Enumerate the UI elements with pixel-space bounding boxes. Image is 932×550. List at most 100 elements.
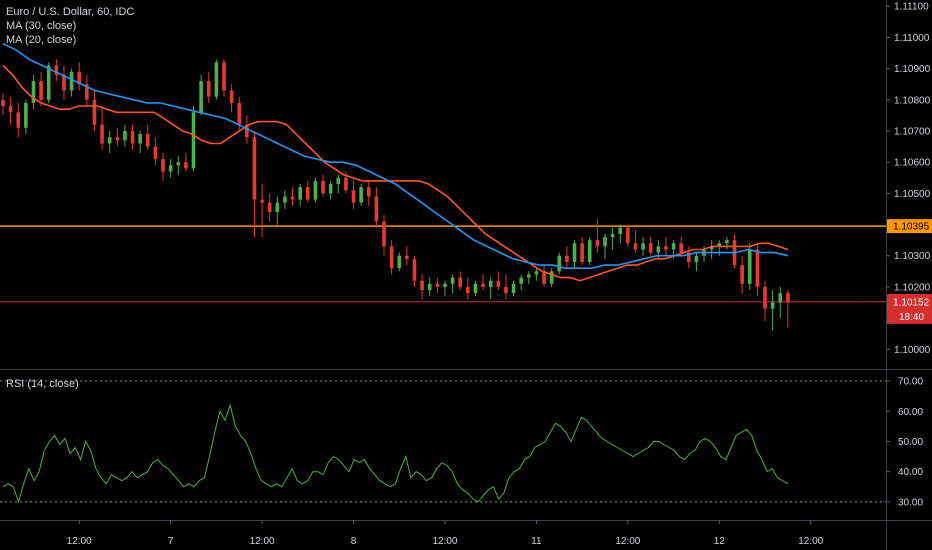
candle[interactable]: [572, 240, 577, 269]
candle[interactable]: [679, 237, 683, 256]
candle[interactable]: [420, 274, 424, 300]
candle[interactable]: [306, 180, 310, 203]
candle[interactable]: [725, 237, 729, 250]
ma30-legend[interactable]: MA (30, close): [6, 20, 77, 32]
candle[interactable]: [199, 74, 203, 116]
candle[interactable]: [336, 174, 341, 194]
candle[interactable]: [633, 230, 638, 253]
candle[interactable]: [519, 274, 523, 291]
candle[interactable]: [770, 290, 775, 331]
candle[interactable]: [275, 196, 280, 225]
candle[interactable]: [313, 177, 318, 203]
ma20-line[interactable]: [2, 64, 789, 282]
rsi-panel[interactable]: [0, 380, 886, 504]
candle[interactable]: [557, 252, 562, 275]
candle[interactable]: [526, 271, 531, 284]
ma20-legend[interactable]: MA (20, close): [6, 34, 77, 46]
candle[interactable]: [580, 237, 584, 266]
candle[interactable]: [565, 246, 569, 269]
candle[interactable]: [389, 240, 394, 275]
candle[interactable]: [321, 174, 325, 197]
candle[interactable]: [778, 286, 783, 319]
candle[interactable]: [397, 252, 402, 272]
candle[interactable]: [191, 106, 196, 172]
candle[interactable]: [206, 71, 211, 103]
candle[interactable]: [405, 246, 409, 266]
candle[interactable]: [603, 233, 607, 259]
candle[interactable]: [694, 252, 699, 272]
candle[interactable]: [542, 265, 546, 287]
candle[interactable]: [115, 127, 120, 147]
candle[interactable]: [69, 68, 74, 97]
candle[interactable]: [641, 237, 645, 256]
candle[interactable]: [92, 90, 97, 131]
candle[interactable]: [763, 280, 767, 322]
candle[interactable]: [618, 224, 623, 244]
candle[interactable]: [31, 74, 36, 110]
candle[interactable]: [687, 246, 691, 269]
candle[interactable]: [740, 255, 744, 294]
candle[interactable]: [382, 215, 386, 256]
candle[interactable]: [8, 96, 13, 125]
candle[interactable]: [709, 240, 714, 259]
candle[interactable]: [359, 184, 363, 206]
candle[interactable]: [534, 268, 539, 281]
candle[interactable]: [16, 102, 21, 138]
candle[interactable]: [267, 193, 272, 222]
candle[interactable]: [481, 274, 485, 291]
candle[interactable]: [123, 124, 127, 147]
candle[interactable]: [77, 62, 81, 91]
candle[interactable]: [100, 106, 104, 150]
candle[interactable]: [664, 237, 668, 256]
chart-title[interactable]: Euro / U.S. Dollar, 60, IDC: [6, 6, 135, 18]
candle[interactable]: [496, 271, 501, 291]
candle[interactable]: [443, 280, 447, 297]
candle[interactable]: [412, 255, 417, 287]
rsi-line[interactable]: [2, 403, 789, 504]
candle[interactable]: [366, 180, 371, 206]
candle[interactable]: [610, 227, 615, 250]
candle[interactable]: [24, 99, 28, 135]
candle[interactable]: [458, 271, 462, 291]
candle[interactable]: [511, 280, 516, 297]
candle[interactable]: [260, 184, 264, 238]
candle[interactable]: [488, 277, 493, 300]
candle[interactable]: [252, 130, 257, 238]
candle[interactable]: [786, 290, 790, 328]
candle[interactable]: [161, 152, 165, 181]
candle[interactable]: [145, 124, 150, 150]
candle[interactable]: [290, 187, 295, 206]
candle[interactable]: [466, 277, 470, 300]
candle[interactable]: [176, 155, 181, 175]
candle[interactable]: [153, 137, 158, 166]
candle[interactable]: [107, 130, 112, 153]
current-price-tag[interactable]: 1.10152 18:40: [887, 293, 932, 324]
candle[interactable]: [504, 274, 508, 300]
candle[interactable]: [427, 277, 432, 297]
candle[interactable]: [328, 180, 333, 200]
candle[interactable]: [435, 277, 440, 294]
rsi-legend[interactable]: RSI (14, close): [6, 378, 79, 390]
candle[interactable]: [648, 237, 653, 256]
candle[interactable]: [222, 59, 226, 97]
candle[interactable]: [587, 237, 592, 266]
ma30-line[interactable]: [2, 42, 789, 270]
candle[interactable]: [85, 74, 89, 107]
candle[interactable]: [473, 280, 478, 297]
candle[interactable]: [1, 93, 5, 116]
candle[interactable]: [229, 84, 234, 113]
resistance-price-tag[interactable]: 1.10395: [887, 219, 932, 234]
candle[interactable]: [351, 180, 356, 209]
candle[interactable]: [62, 65, 66, 100]
candle[interactable]: [39, 71, 43, 107]
candle[interactable]: [184, 152, 188, 172]
candle[interactable]: [54, 59, 59, 82]
candle[interactable]: [374, 187, 379, 228]
candle[interactable]: [626, 224, 630, 247]
candle[interactable]: [747, 243, 752, 291]
candle[interactable]: [168, 159, 173, 178]
candle[interactable]: [595, 218, 600, 253]
candle[interactable]: [450, 274, 455, 294]
candle[interactable]: [298, 184, 302, 206]
candle[interactable]: [214, 59, 219, 100]
